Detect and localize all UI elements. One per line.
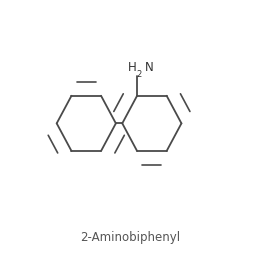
Text: 2-Aminobiphenyl: 2-Aminobiphenyl [80, 230, 180, 244]
Text: N: N [145, 61, 154, 74]
Text: 2: 2 [137, 70, 142, 79]
Text: H: H [128, 61, 136, 74]
